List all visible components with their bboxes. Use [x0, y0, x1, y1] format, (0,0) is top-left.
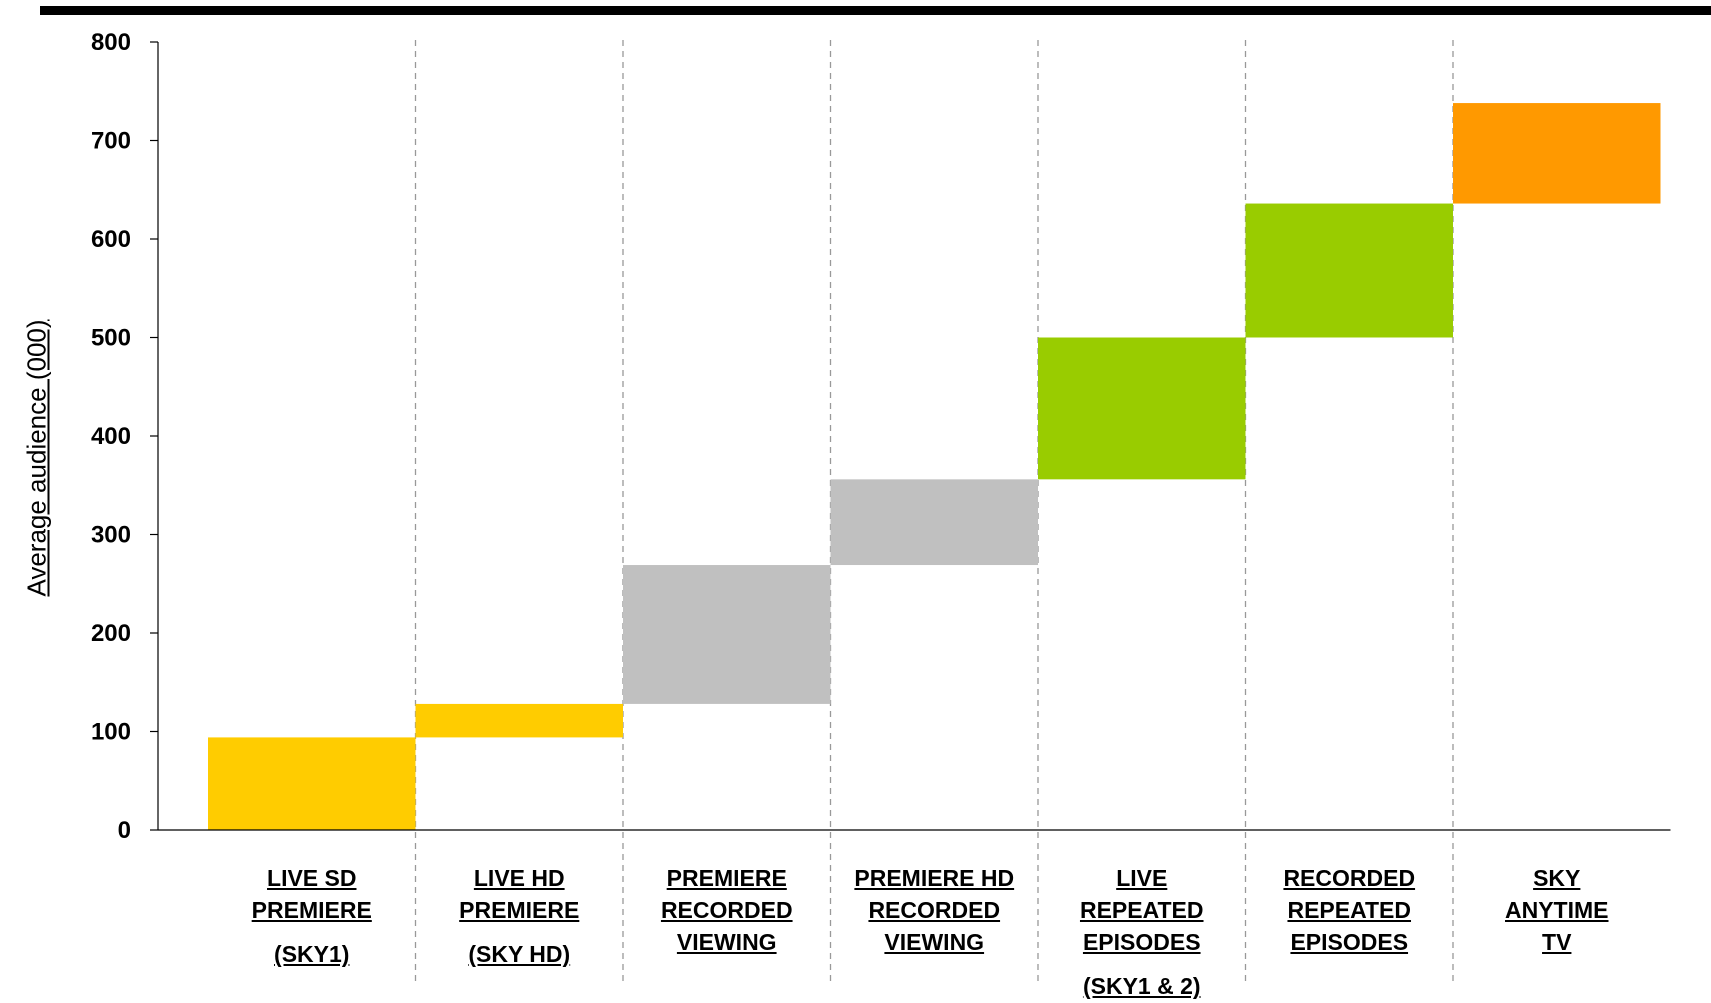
- y-tick-label: 100: [91, 719, 131, 746]
- y-tick-label: 200: [91, 620, 131, 647]
- category-label-line: LIVE: [1116, 865, 1168, 891]
- category-label: LIVE HD PREMIERE (SKY HD): [419, 862, 619, 970]
- bar-segment: [623, 565, 831, 704]
- category-label-line: REPEATED: [1079, 897, 1204, 923]
- category-label-line: EPISODES: [1290, 929, 1409, 955]
- category-label-line: EPISODES: [1082, 929, 1201, 955]
- category-label-gap: [212, 926, 412, 938]
- bar-segment: [415, 703, 623, 738]
- y-tick-label: 300: [91, 522, 131, 549]
- category-label-line: RECORDED: [1283, 865, 1416, 891]
- category-label: PREMIERE RECORDED VIEWING: [627, 862, 827, 958]
- category-label-line: RECORDED: [868, 897, 1001, 923]
- y-axis-title: Average audience (000): [21, 319, 52, 597]
- category-label: LIVE REPEATED EPISODES (SKY1 & 2): [1042, 862, 1242, 1002]
- category-label-line: LIVE SD: [267, 865, 357, 891]
- bar-segment: [1453, 103, 1661, 204]
- y-tick-label: 700: [91, 128, 131, 155]
- bar-segment: [1245, 203, 1453, 338]
- top-rule: [40, 6, 1711, 15]
- bar-segment: [830, 479, 1038, 566]
- category-label-line: VIEWING: [884, 929, 985, 955]
- category-label-extra: (SKY1 & 2): [1082, 973, 1201, 999]
- category-label-line: PREMIERE HD: [854, 865, 1015, 891]
- category-label-line: LIVE HD: [473, 865, 565, 891]
- category-label-line: REPEATED: [1287, 897, 1412, 923]
- y-tick-label: 800: [91, 29, 131, 56]
- category-label-line: PREMIERE: [459, 897, 580, 923]
- category-label: RECORDED REPEATED EPISODES: [1249, 862, 1449, 958]
- category-label-extra: (SKY1): [274, 941, 350, 967]
- y-tick-label: 400: [91, 423, 131, 450]
- y-tick-label: 500: [91, 325, 131, 352]
- y-tick-label: 0: [118, 817, 131, 844]
- category-label-extra: (SKY HD): [468, 941, 571, 967]
- category-label-line: RECORDED: [660, 897, 793, 923]
- category-label-line: SKY: [1533, 865, 1581, 891]
- category-label-line: TV: [1542, 929, 1572, 955]
- bar-segment: [1038, 337, 1246, 480]
- category-label: LIVE SD PREMIERE (SKY1): [212, 862, 412, 970]
- category-label-line: PREMIERE: [666, 865, 787, 891]
- category-label-gap: [419, 926, 619, 938]
- category-label: PREMIERE HD RECORDED VIEWING: [834, 862, 1034, 958]
- category-label-line: VIEWING: [676, 929, 777, 955]
- category-label-line: ANYTIME: [1505, 897, 1609, 923]
- y-tick-label: 600: [91, 226, 131, 253]
- category-label: SKY ANYTIME TV: [1457, 862, 1657, 958]
- category-label-line: PREMIERE: [251, 897, 372, 923]
- bar-segment: [208, 737, 416, 830]
- category-label-gap: [1042, 958, 1242, 970]
